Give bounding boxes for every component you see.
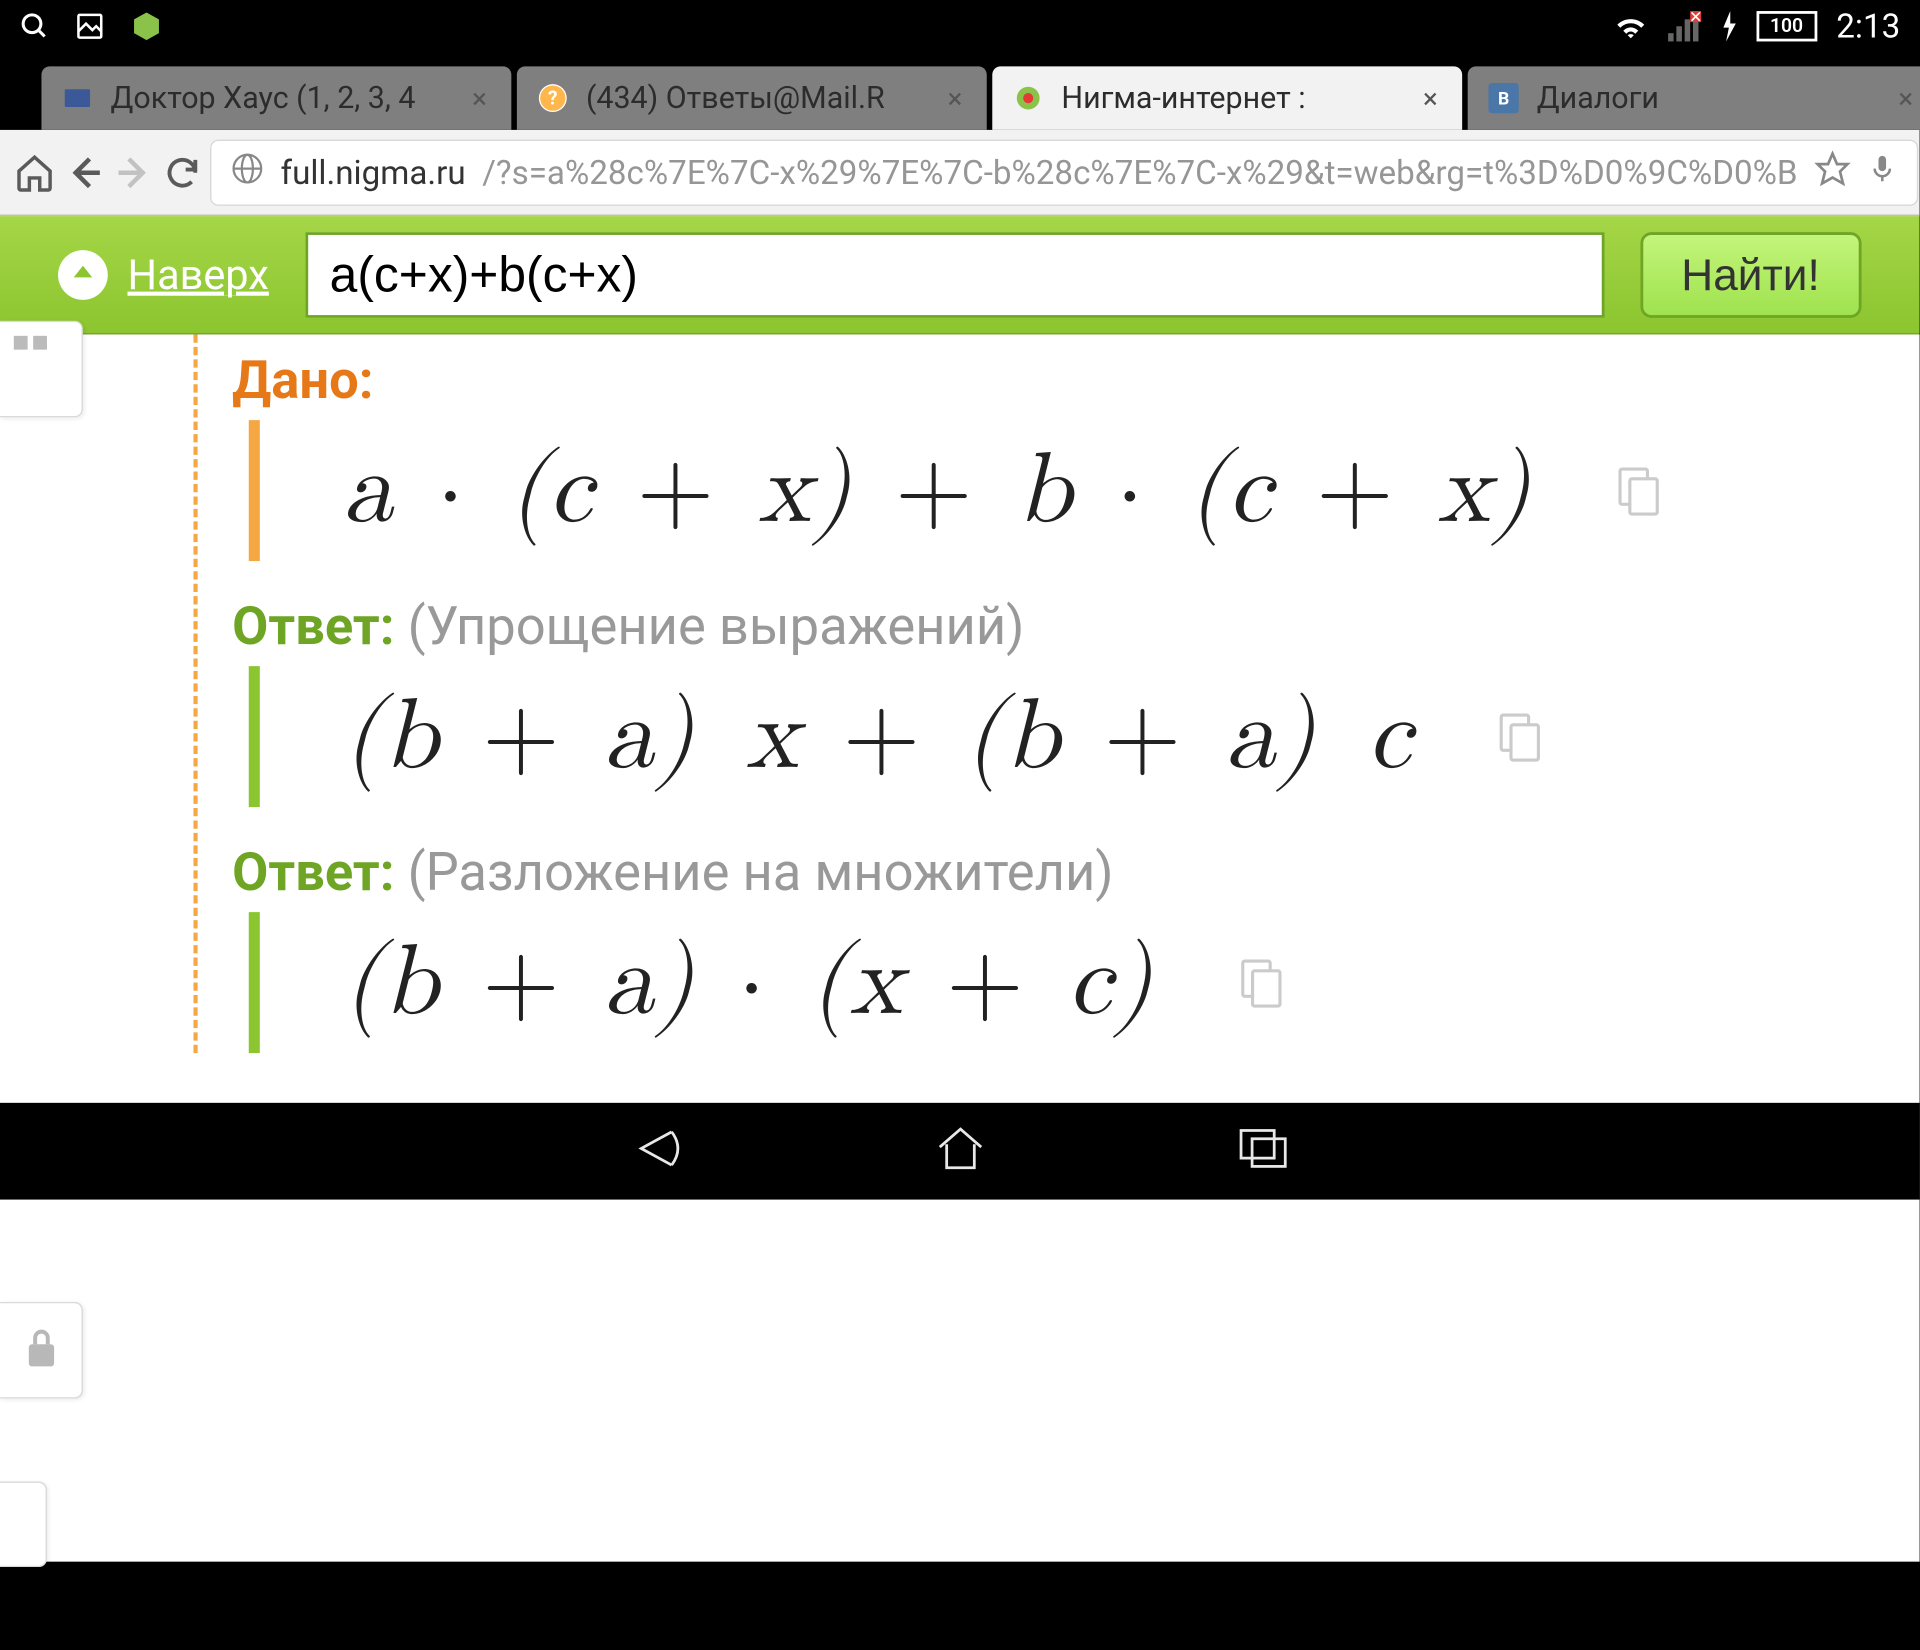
url-host: full.nigma.ru [281, 153, 466, 192]
svg-text:B: B [1498, 89, 1509, 109]
answer-label-1: Ответ: (Упрощение выражений) [232, 597, 1919, 658]
nav-recent-button[interactable] [1235, 1125, 1290, 1178]
tab-mail-answers[interactable]: ? (434) Ответы@Mail.R × [517, 66, 987, 130]
copy-icon[interactable] [1236, 955, 1283, 1010]
clock: 2:13 [1836, 7, 1900, 46]
mail-icon: ? [536, 82, 569, 115]
formula-factored: (b + a) · (x + c) [343, 912, 1154, 1053]
tab-label: Диалоги [1537, 81, 1880, 116]
accent-bar [249, 912, 260, 1053]
signal-icon [1668, 11, 1701, 41]
answer-formula-row-2: (b + a) · (x + c) [249, 912, 1920, 1053]
battery-indicator: 100 [1756, 11, 1817, 41]
nigma-icon [1012, 82, 1045, 115]
given-label: Дано: [232, 351, 1919, 412]
close-icon[interactable]: × [1415, 83, 1445, 113]
close-icon[interactable]: × [940, 83, 970, 113]
formula-simplified: (b + a) x + (b + a) c [343, 666, 1413, 807]
rail-lock[interactable] [0, 1302, 83, 1399]
nav-back-button[interactable] [630, 1124, 685, 1179]
browser-toolbar: full.nigma.ru /?s=a%28c%7E%7C-x%29%7E%7C… [0, 130, 1920, 216]
android-nav-bar [0, 1103, 1920, 1200]
tab-vk-dialogs[interactable]: B Диалоги × [1468, 66, 1920, 130]
reload-button[interactable] [163, 135, 202, 210]
tab-label: Нигма-интернет : [1061, 81, 1404, 116]
nigma-search-bar: Наверх Найти! [0, 216, 1920, 335]
rail-widget[interactable] [0, 1482, 47, 1568]
copy-icon[interactable] [1615, 463, 1662, 518]
accent-bar [249, 420, 260, 561]
back-button[interactable] [64, 135, 105, 210]
wifi-icon [1612, 11, 1648, 41]
home-button[interactable] [14, 135, 55, 210]
app-icon [130, 10, 163, 43]
copy-icon[interactable] [1496, 709, 1543, 764]
dashed-divider [193, 334, 197, 1053]
accent-bar [249, 666, 260, 807]
nigma-search-button[interactable]: Найти! [1640, 232, 1861, 318]
close-icon[interactable]: × [464, 83, 494, 113]
star-icon[interactable] [1814, 150, 1850, 194]
nav-home-button[interactable] [934, 1124, 987, 1179]
up-arrow-icon[interactable] [58, 250, 108, 300]
answer-label-2: Ответ: (Разложение на множители) [232, 843, 1919, 904]
tab-label: Доктор Хаус (1, 2, 3, 4 [111, 81, 454, 116]
tv-icon [61, 82, 94, 115]
page-content: Дано: a · (c + x) + b · (c + x) Ответ: (… [0, 334, 1920, 1561]
globe-icon [231, 151, 264, 192]
rail-widget[interactable] [0, 321, 83, 418]
math-results: Дано: a · (c + x) + b · (c + x) Ответ: (… [193, 334, 1919, 1053]
answer-formula-row-1: (b + a) x + (b + a) c [249, 666, 1920, 807]
close-icon[interactable]: × [1891, 83, 1920, 113]
gallery-icon [75, 11, 105, 41]
scroll-top-link[interactable]: Наверх [127, 251, 268, 299]
left-rail [0, 334, 83, 1650]
address-bar[interactable]: full.nigma.ru /?s=a%28c%7E%7C-x%29%7E%7C… [210, 139, 1918, 205]
search-icon[interactable] [19, 11, 49, 41]
formula-given: a · (c + x) + b · (c + x) [343, 420, 1532, 561]
svg-text:?: ? [548, 86, 557, 109]
tab-nigma[interactable]: Нигма-интернет : × [992, 66, 1462, 130]
browser-tab-strip: Доктор Хаус (1, 2, 3, 4 × ? (434) Ответы… [0, 53, 1920, 130]
tab-label: (434) Ответы@Mail.R [586, 81, 929, 116]
lock-icon [21, 1325, 60, 1375]
url-path: /?s=a%28c%7E%7C-x%29%7E%7C-b%28c%7E%7C-x… [482, 153, 1797, 192]
charging-icon [1720, 11, 1737, 41]
tab-doctor-house[interactable]: Доктор Хаус (1, 2, 3, 4 × [41, 66, 511, 130]
mic-icon[interactable] [1867, 150, 1897, 194]
vk-icon: B [1487, 82, 1520, 115]
forward-button[interactable] [113, 135, 154, 210]
android-status-bar: 100 2:13 [0, 0, 1920, 53]
nigma-search-input[interactable] [305, 232, 1604, 318]
given-formula-row: a · (c + x) + b · (c + x) [249, 420, 1920, 561]
